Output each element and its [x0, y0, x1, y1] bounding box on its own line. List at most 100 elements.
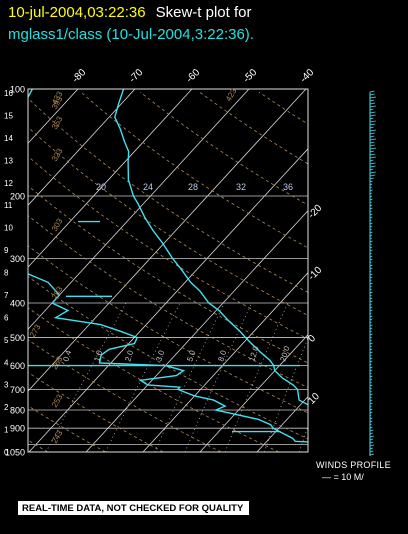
wind-barb-mark: [369, 357, 373, 360]
mixing-ratio-label: 2.0: [123, 349, 135, 363]
wind-barb-mark: [369, 171, 376, 174]
wind-barb-mark: [369, 294, 372, 297]
mixing-ratio-line: [45, 302, 127, 452]
height-tick-label: 7: [4, 291, 9, 300]
wind-barb-mark: [369, 366, 373, 369]
mixing-ratio-label: 12.0: [247, 345, 261, 363]
pressure-label: 700: [10, 385, 25, 395]
wind-barb-mark: [369, 198, 373, 201]
height-tick-label: 1: [4, 426, 9, 435]
wind-barb-mark: [369, 93, 375, 96]
height-tick-label: 10: [4, 224, 13, 233]
wind-barb-mark: [369, 135, 375, 138]
wind-barb-mark: [369, 213, 373, 216]
top-temperature-label: -60: [184, 67, 202, 85]
wind-barb-mark: [369, 453, 375, 456]
right-temperature-label: -20: [306, 203, 324, 221]
pressure-label: 300: [10, 254, 25, 264]
wind-barb-mark: [369, 363, 372, 366]
wind-barb-mark: [369, 390, 373, 393]
wind-barb-mark: [369, 327, 373, 330]
wind-barb-mark: [369, 216, 373, 219]
title-block: 10-jul-2004,03:22:36 Skew-t plot for mgla…: [8, 2, 404, 46]
wind-barb-mark: [369, 159, 374, 162]
mixing-ratio-label: 3.0: [154, 349, 166, 363]
mixing-ratio-label: 20: [96, 182, 106, 192]
quality-banner: REAL-TIME DATA, NOT CHECKED FOR QUALITY: [18, 501, 250, 515]
wind-barb-mark: [369, 258, 373, 261]
wind-barb-mark: [369, 438, 374, 441]
adiabat-label: 323: [50, 146, 65, 163]
wind-barb-mark: [369, 207, 373, 210]
wind-barb-mark: [369, 168, 374, 171]
height-tick-label: 15: [4, 111, 13, 120]
mixing-ratio-label: 8.0: [216, 349, 228, 363]
wind-barb-mark: [369, 234, 373, 237]
mixing-ratio-line: [263, 337, 308, 452]
isotherm-line: [199, 334, 308, 452]
wind-barb-mark: [369, 111, 376, 114]
wind-barb-mark: [369, 399, 373, 402]
pressure-label: 500: [10, 333, 25, 343]
wind-barb-mark: [369, 99, 375, 102]
mixing-ratio-label: 28: [188, 182, 198, 192]
title-line-1: 10-jul-2004,03:22:36 Skew-t plot for: [8, 2, 404, 24]
title-plot-label: Skew-t plot for: [155, 4, 252, 21]
isotherm-line: [371, 89, 408, 452]
right-temperature-label: -10: [306, 264, 324, 282]
wind-barb-mark: [369, 132, 375, 135]
wind-barb-mark: [369, 408, 373, 411]
wind-barb-mark: [369, 138, 377, 141]
wind-barb-mark: [369, 417, 373, 420]
wind-barb-mark: [369, 90, 375, 93]
top-temperature-label: -50: [241, 67, 259, 85]
wind-barb-mark: [369, 345, 372, 348]
dry-adiabat: [28, 339, 222, 452]
wind-barb-mark: [369, 141, 375, 144]
wind-barb-mark: [369, 393, 373, 396]
height-tick-label: 4: [4, 358, 9, 367]
isotherm-line: [142, 272, 308, 452]
wind-barb-mark: [369, 423, 372, 426]
height-tick-label: 13: [4, 156, 13, 165]
wind-barb-mark: [369, 273, 373, 276]
wind-barb-mark: [369, 270, 372, 273]
wind-barb-mark: [369, 333, 373, 336]
height-tick-label: 3: [4, 381, 9, 390]
wind-barb-mark: [369, 189, 373, 192]
wind-barb-mark: [369, 192, 372, 195]
wind-barb-mark: [369, 240, 373, 243]
plot-area: [28, 89, 408, 452]
wind-barb-mark: [369, 126, 374, 129]
wind-barb-mark: [369, 312, 372, 315]
isotherm-line: [28, 89, 193, 268]
dewpoint-trace: [28, 89, 308, 443]
wind-barb-mark: [369, 156, 376, 159]
wind-barb-mark: [369, 150, 374, 153]
isotherm-line: [85, 210, 308, 452]
wind-barb-mark: [369, 396, 372, 399]
wind-barb-mark: [369, 360, 373, 363]
mixing-ratio-line: [298, 425, 308, 452]
height-tick-label: 11: [4, 201, 13, 210]
dry-adiabat: [28, 155, 308, 340]
wind-barb-mark: [369, 372, 372, 375]
wind-barb-mark: [369, 387, 373, 390]
adiabat-label: 273: [28, 322, 43, 339]
wind-barb-mark: [369, 180, 373, 183]
wind-barb-mark: [369, 282, 373, 285]
height-tick-label: 5: [4, 336, 9, 345]
adiabat-label: 243: [50, 428, 65, 445]
wind-barb-mark: [369, 348, 373, 351]
top-temperature-label: -70: [127, 67, 145, 85]
wind-barb-mark: [369, 264, 373, 267]
wind-barb-mark: [369, 321, 372, 324]
wind-barb-mark: [369, 120, 376, 123]
dry-adiabat: [139, 91, 308, 206]
wind-barb-mark: [369, 276, 373, 279]
isotherm-line: [28, 89, 250, 330]
height-tick-label: 16: [4, 89, 13, 98]
wind-barb-mark: [369, 231, 373, 234]
wind-barb-mark: [369, 351, 373, 354]
